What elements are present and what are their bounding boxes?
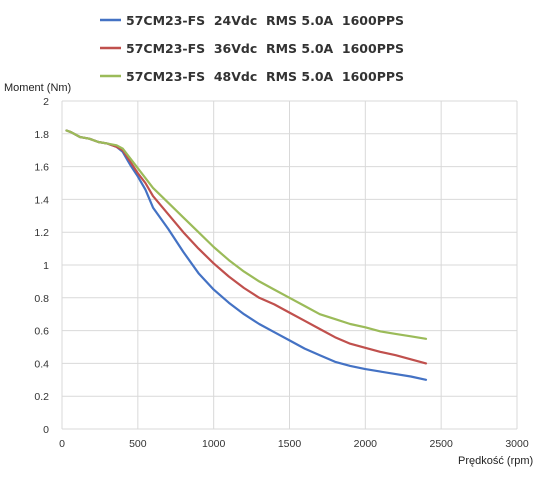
series-lines bbox=[65, 129, 428, 381]
y-tick-label: 1.8 bbox=[34, 129, 49, 141]
y-tick-label: 2 bbox=[43, 96, 49, 108]
y-tick-label: 1.2 bbox=[34, 227, 49, 239]
x-tick-label: 1000 bbox=[202, 438, 226, 450]
legend-label-3: 57CM23-FS 48Vdc RMS 5.0A 1600PPS bbox=[126, 69, 404, 84]
x-tick-label: 1500 bbox=[278, 438, 302, 450]
legend-label-2: 57CM23-FS 36Vdc RMS 5.0A 1600PPS bbox=[126, 41, 404, 56]
x-tick-label: 2500 bbox=[429, 438, 453, 450]
y-tick-label: 0.4 bbox=[34, 358, 49, 370]
tick-labels: 0 0.2 0.4 0.6 0.8 1 1.2 1.4 1.6 1.8 2 0 500 1000 1500 2… bbox=[34, 96, 528, 450]
y-tick-label: 1.4 bbox=[34, 194, 49, 206]
series-line-3 bbox=[65, 129, 428, 340]
y-tick-label: 0 bbox=[43, 424, 49, 436]
legend-label-1: 57CM23-FS 24Vdc RMS 5.0A 1600PPS bbox=[126, 13, 404, 28]
gridlines bbox=[61, 100, 518, 430]
y-axis-title: Moment (Nm) bbox=[4, 82, 72, 94]
x-tick-label: 500 bbox=[129, 438, 147, 450]
x-axis-title: Prędkość (rpm) bbox=[458, 455, 534, 467]
x-tick-label: 0 bbox=[59, 438, 65, 450]
x-tick-label: 2000 bbox=[354, 438, 378, 450]
series-line-1 bbox=[65, 129, 428, 381]
legend: 57CM23-FS 24Vdc RMS 5.0A 1600PPS 57CM23-F… bbox=[100, 13, 404, 84]
x-tick-label: 3000 bbox=[505, 438, 529, 450]
y-tick-label: 1 bbox=[43, 260, 49, 272]
y-tick-label: 0.2 bbox=[34, 391, 49, 403]
y-tick-label: 0.6 bbox=[34, 326, 49, 338]
y-tick-label: 0.8 bbox=[34, 293, 49, 305]
y-tick-label: 1.6 bbox=[34, 162, 49, 174]
